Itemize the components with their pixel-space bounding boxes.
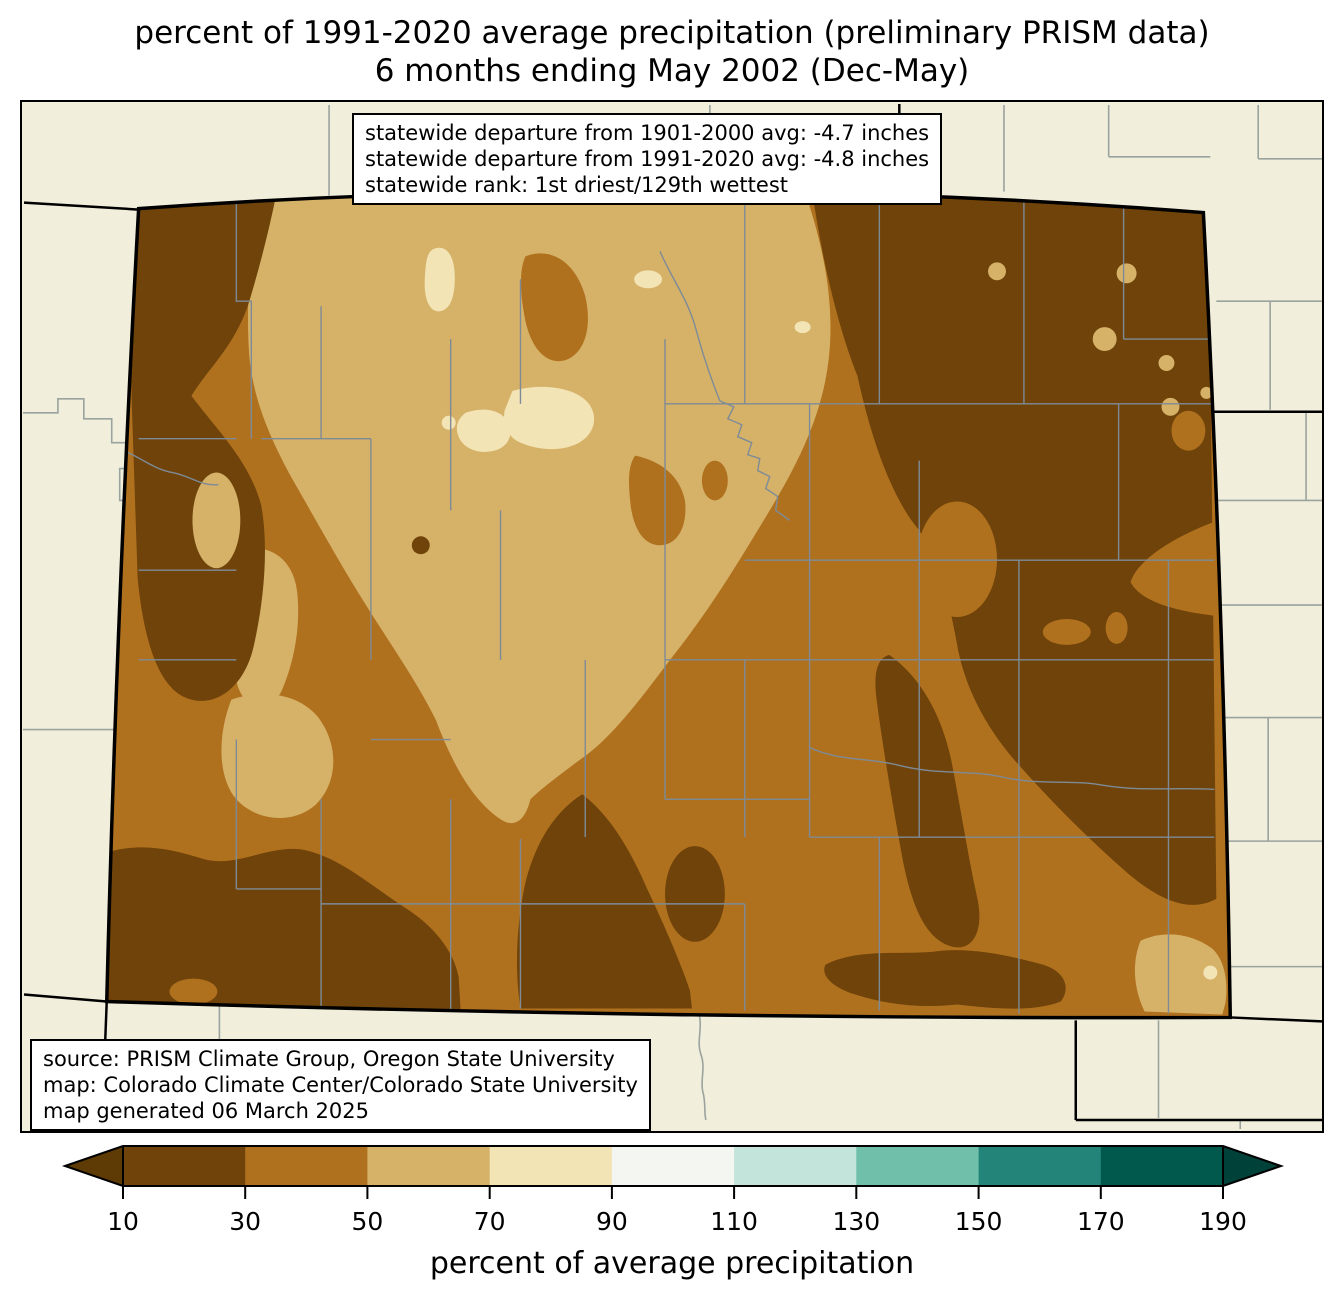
colorbar-segment [978,1146,1102,1186]
precip-speck-70-90 [1203,965,1218,980]
precip-region-30-50-holes [169,410,1219,1005]
colorbar-tick-label: 30 [229,1207,261,1236]
colorbar-segment [367,1146,491,1186]
colorbar-segments [65,1146,1281,1186]
colorbar-tick-label: 90 [596,1207,628,1236]
colorbar-tick-labels: 10 30 50 70 90 110 130 150 170 190 [107,1207,1247,1236]
stats-line-1: statewide departure from 1901-2000 avg: … [365,121,930,145]
credits-line-1: source: PRISM Climate Group, Oregon Stat… [43,1047,615,1071]
map-frame: statewide departure from 1901-2000 avg: … [20,100,1324,1133]
precip-region-50-70 [221,190,831,824]
colorbar-tick-label: 70 [474,1207,506,1236]
colorbar-tick-label: 190 [1199,1207,1247,1236]
colorbar-tick-label: 150 [955,1207,1003,1236]
credits-line-2: map: Colorado Climate Center/Colorado St… [43,1073,638,1097]
colorado-precipitation-map [22,102,1322,1131]
credits-box: source: PRISM Climate Group, Oregon Stat… [30,1039,651,1131]
page-title: percent of 1991-2020 average precipitati… [0,14,1344,90]
title-line-1: percent of 1991-2020 average precipitati… [134,15,1210,51]
colorbar-axis-label: percent of average precipitation [429,1246,915,1281]
precip-region-30-50-patches [520,253,728,546]
colorbar-tick-label: 50 [351,1207,383,1236]
colorbar-tick-label: 10 [107,1207,139,1236]
colorbar: 10 30 50 70 90 110 130 150 170 190 [61,1145,1285,1236]
county-lines [116,191,1215,1014]
colorbar-tick-label: 170 [1077,1207,1125,1236]
colorbar-segment [123,1146,246,1186]
colorbar-segment [489,1146,613,1186]
colorbar-tick-label: 110 [710,1207,758,1236]
colorbar-tick-marks [122,1186,1224,1199]
colorbar-tick-label: 130 [832,1207,880,1236]
colorbar-segment [611,1146,735,1186]
precip-region-50-70-specks [192,262,1227,1015]
stats-line-2: statewide departure from 1991-2020 avg: … [365,147,930,171]
credits-line-3: map generated 06 March 2025 [43,1099,370,1123]
colorbar-segment [1100,1146,1223,1186]
colorbar-under-arrow [65,1146,123,1186]
colorbar-segment [856,1146,980,1186]
precip-region-10-30 [106,190,1217,1011]
title-line-2: 6 months ending May 2002 (Dec-May) [374,53,970,89]
neighbor-county-lines [22,104,1322,1130]
colorbar-segment [734,1146,857,1186]
colorbar-over-arrow [1223,1146,1281,1186]
stats-box: statewide departure from 1901-2000 avg: … [352,113,943,205]
precip-region-70-90 [424,247,811,452]
stats-line-3: statewide rank: 1st driest/129th wettest [365,173,788,197]
colorbar-segment [245,1146,369,1186]
